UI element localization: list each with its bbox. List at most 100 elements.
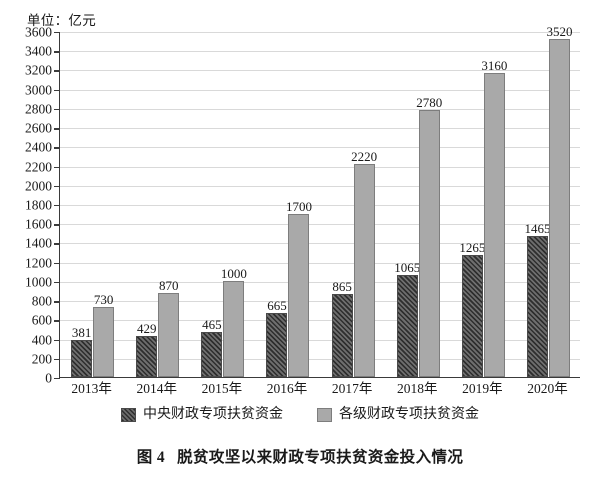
bar-value-label: 429: [136, 320, 157, 336]
x-axis-label: 2013年: [71, 381, 112, 396]
bar-value-label: 1465: [524, 221, 551, 237]
y-axis-tick: [54, 70, 60, 72]
y-axis-label: 1200: [25, 254, 52, 270]
bar-value-label: 865: [332, 278, 352, 294]
y-axis-label: 1400: [25, 235, 52, 251]
bar-value-label: 870: [158, 278, 179, 294]
y-axis-label: 400: [31, 331, 52, 347]
gridline: [60, 185, 580, 187]
bar-allevel[interactable]: 1700: [286, 200, 312, 377]
y-axis-tick: [54, 32, 60, 34]
gridline: [60, 147, 580, 149]
x-axis-label: 2016年: [266, 381, 308, 396]
y-axis-tick: [54, 166, 60, 168]
bar-value-label: 665: [267, 298, 287, 314]
bar-allevel[interactable]: 2780: [416, 96, 442, 377]
bar-value-label: 1065: [394, 259, 421, 275]
y-axis-tick: [54, 243, 60, 245]
x-axis-labels: 2013年 2014年 2015年 2016年 2017年 2018年 2019年 2020年: [59, 382, 580, 404]
bar-allevel[interactable]: 730: [93, 293, 115, 377]
y-axis-tick: [54, 224, 60, 226]
y-axis-label: 2800: [25, 101, 52, 117]
figure-title: 脱贫攻坚以来财政专项扶贫资金投入情况: [177, 449, 464, 466]
bar-group: 865 2220: [331, 32, 377, 377]
bar-allevel[interactable]: 3160: [481, 59, 507, 377]
y-axis-label: 600: [31, 312, 52, 328]
y-axis-tick: [54, 320, 60, 322]
bar-central[interactable]: 465: [201, 318, 223, 377]
bar-value-label: 381: [71, 325, 92, 341]
y-axis-tick: [54, 128, 60, 130]
bar-central[interactable]: 381: [71, 326, 93, 377]
legend-swatch-icon: [121, 408, 136, 422]
plot-area: 381 730 429 870 465 1000 665 1700 865 2220 1065 278…: [54, 25, 580, 380]
bar-value-label: 730: [93, 291, 114, 307]
x-axis-label: 2014年: [136, 381, 177, 396]
y-axis-tick: [54, 339, 60, 341]
gridline: [60, 320, 580, 322]
y-axis-label: 2000: [25, 178, 52, 194]
bar-value-label: 1700: [285, 198, 312, 214]
gridline: [60, 339, 580, 341]
gridline: [60, 243, 580, 245]
bar-central[interactable]: 865: [331, 280, 353, 377]
y-axis-tick: [54, 89, 60, 92]
y-axis-label: 800: [31, 293, 52, 309]
bar-group: 465 1000: [201, 32, 247, 377]
gridline: [60, 166, 580, 168]
legend-item[interactable]: 中央财政专项扶贫资金: [121, 408, 283, 422]
bar-central[interactable]: 429: [136, 322, 158, 377]
bar-group: 665 1700: [266, 32, 312, 377]
figure-caption: 图 4 脱贫攻坚以来财政专项扶贫资金投入情况: [0, 445, 600, 467]
y-axis-label: 2600: [25, 120, 52, 136]
bar-allevel[interactable]: 870: [158, 279, 180, 377]
y-axis-label: 3400: [25, 43, 52, 59]
y-axis-tick: [54, 378, 60, 380]
gridline: [60, 108, 580, 110]
x-axis-label: 2020年: [527, 381, 568, 396]
y-axis-tick: [54, 262, 60, 265]
y-axis-label: 1000: [25, 274, 52, 290]
y-axis-tick: [54, 147, 60, 149]
gridline: [60, 224, 580, 226]
x-axis-label: 2015年: [201, 381, 243, 396]
legend-label: 各级财政专项扶贫资金: [339, 407, 479, 422]
gridline: [60, 51, 580, 53]
y-axis-label: 3200: [25, 62, 52, 78]
legend-label: 中央财政专项扶贫资金: [143, 407, 283, 422]
bar-group: 1465 3520: [524, 25, 572, 377]
bar-value-label: 2780: [416, 94, 443, 110]
gridline: [60, 358, 580, 360]
bar-value-label: 1000: [220, 265, 247, 281]
y-axis-label: 3600: [25, 24, 52, 40]
y-axis-tick: [54, 108, 60, 111]
bar-group: 381 730: [71, 32, 115, 377]
y-axis-tick: [54, 185, 60, 188]
unit-label: 单位：亿元: [27, 13, 96, 28]
y-axis-label: 2400: [25, 139, 52, 155]
figure-number: 图 4: [136, 449, 166, 466]
bar-group: 1265 3160: [459, 32, 507, 377]
bar-central[interactable]: 1065: [394, 261, 420, 377]
chart-legend: 中央财政专项扶贫资金 各级财政专项扶贫资金: [0, 408, 600, 422]
y-axis-tick: [54, 281, 60, 284]
bar-allevel[interactable]: 3520: [546, 25, 572, 377]
x-axis-label: 2019年: [462, 381, 503, 396]
bar-central[interactable]: 665: [266, 299, 288, 377]
bar-central[interactable]: 1465: [524, 222, 550, 377]
gridline: [60, 128, 580, 130]
bar-allevel[interactable]: 2220: [351, 150, 377, 377]
bar-value-label: 465: [202, 317, 222, 333]
legend-swatch-icon: [317, 408, 332, 422]
bar-allevel[interactable]: 1000: [221, 267, 247, 377]
y-axis-label: 0: [45, 370, 52, 386]
y-axis-label: 3000: [25, 81, 52, 97]
bar-central[interactable]: 1265: [459, 241, 485, 377]
gridline: [60, 205, 580, 206]
legend-item[interactable]: 各级财政专项扶贫资金: [317, 408, 479, 422]
gridline: [60, 32, 580, 33]
bar-group: 429 870: [136, 32, 180, 377]
bar-value-label: 3160: [481, 58, 508, 74]
y-axis-label: 1600: [25, 216, 52, 232]
